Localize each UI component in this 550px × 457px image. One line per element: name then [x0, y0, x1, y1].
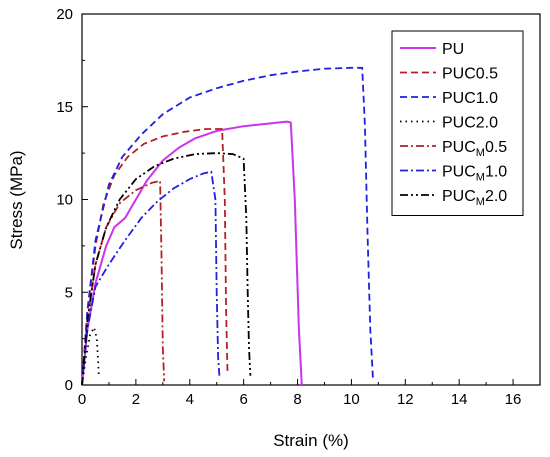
- plot-axes: 0 2 4 6 8 10 12 14 16 0 5 10 15 20: [56, 6, 541, 408]
- series-line-puc2-0: [81, 326, 100, 386]
- series-line-puc-m0-5: [81, 180, 166, 386]
- series-line-puc1-0: [81, 66, 374, 386]
- x-tick-label: 6: [239, 391, 247, 408]
- y-tick-label: 10: [56, 192, 73, 209]
- y-axis-label: Stress (MPa): [7, 150, 26, 249]
- legend-box: [391, 30, 524, 216]
- legend-entry-label: PUCM0.5: [442, 139, 507, 159]
- legend-entry-label: PU: [442, 41, 464, 58]
- legend-entry-label: PUC0.5: [442, 66, 498, 83]
- y-tick-label: 0: [65, 377, 73, 394]
- series-line-puc-m1-0: [81, 170, 221, 386]
- legend-entry-label: PUCM1.0: [442, 164, 507, 184]
- y-tick-label: 15: [56, 99, 73, 116]
- series-layer: [81, 66, 374, 386]
- y-tick-label: 20: [56, 6, 73, 23]
- x-tick-label: 12: [397, 391, 414, 408]
- x-tick-label: 8: [293, 391, 301, 408]
- legend-entry-label: PUCM2.0: [442, 188, 507, 208]
- series-line-pu: [81, 120, 303, 386]
- series-line-puc0-5: [81, 128, 229, 386]
- x-tick-label: 10: [343, 391, 360, 408]
- x-tick-label: 0: [78, 391, 86, 408]
- x-tick-label: 14: [451, 391, 468, 408]
- legend-entry-label: PUC1.0: [442, 90, 498, 107]
- x-tick-label: 2: [132, 391, 140, 408]
- y-tick-label: 5: [65, 284, 73, 301]
- x-axis-label: Strain (%): [273, 431, 349, 450]
- legend-entry-label: PUC2.0: [442, 115, 498, 132]
- x-tick-label: 16: [505, 391, 522, 408]
- x-tick-label: 4: [186, 391, 194, 408]
- legend: PU PUC0.5 PUC1.0 PUC2.0 PUCM0.5 PUCM1.0 PUCM2.…: [391, 30, 524, 216]
